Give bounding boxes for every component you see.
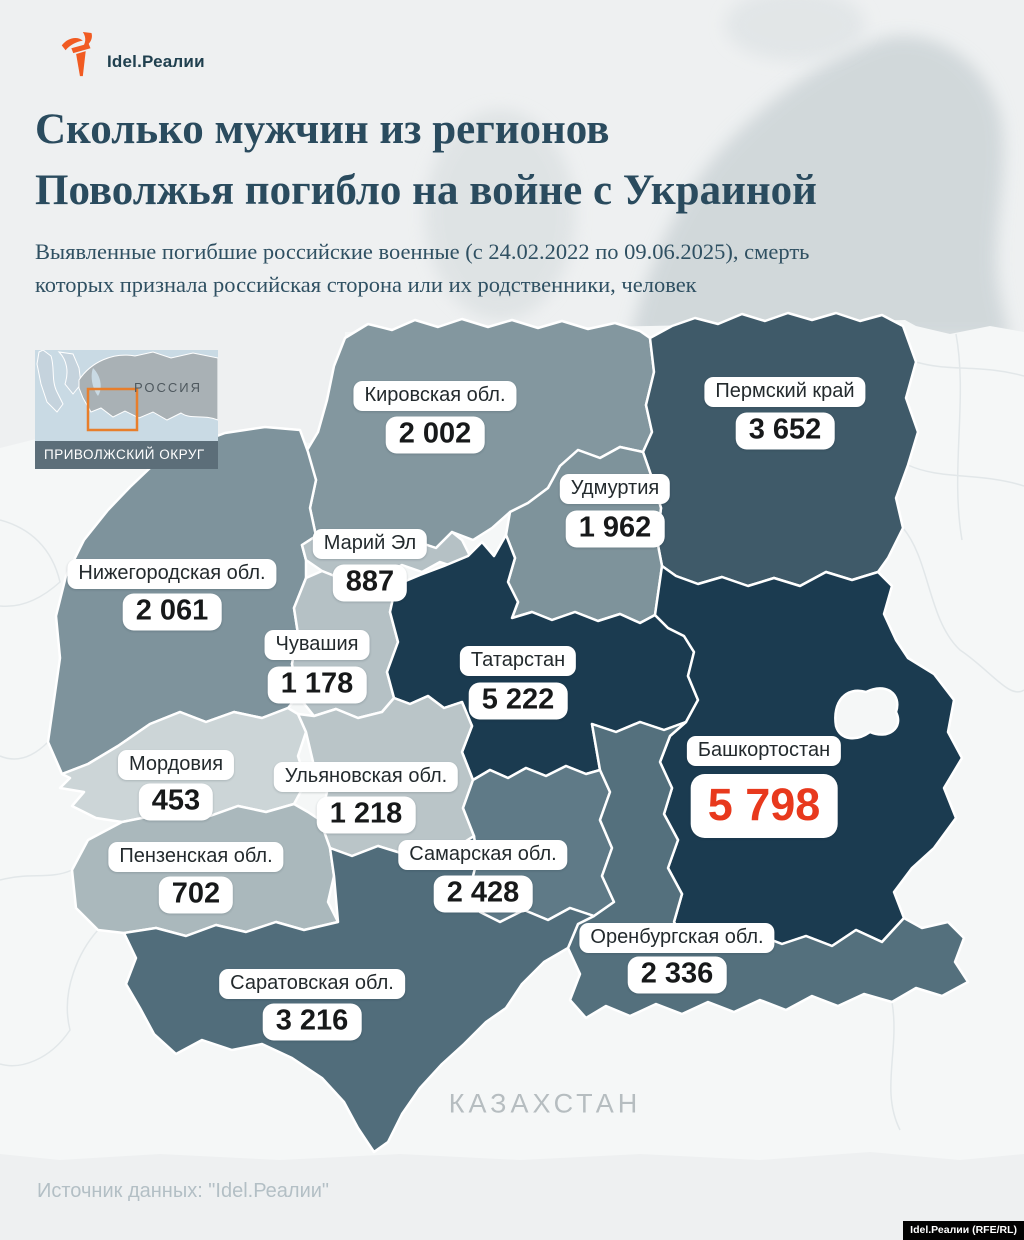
background-silhouettes xyxy=(425,0,1010,341)
region-name-label-orenburg: Оренбургская обл. xyxy=(579,923,775,953)
page-title: Сколько мужчин из регионов Поволжья поги… xyxy=(35,99,817,221)
region-value-label-perm: 3 652 xyxy=(735,412,835,450)
neighbor-enclave xyxy=(834,687,900,740)
kazakhstan-label: КАЗАХСТАН xyxy=(448,1088,642,1119)
region-value-label-ulyanov: 1 218 xyxy=(316,796,416,834)
region-value-label-samara: 2 428 xyxy=(433,875,533,913)
brand-logo: Idel.Реалии xyxy=(58,32,205,78)
region-name-label-penza: Пензенская обл. xyxy=(108,842,284,872)
inset-scandinavia xyxy=(36,350,82,413)
inset-district-label: ПРИВОЛЖСКИЙ ОКРУГ xyxy=(35,441,218,469)
inset-locator-map: РОССИЯ ПРИВОЛЖСКИЙ ОКРУГ xyxy=(35,350,218,469)
subtitle-line-1: Выявленные погибшие российские военные (… xyxy=(35,239,810,264)
region-value-label-nizhny: 2 061 xyxy=(122,593,222,631)
region-value-label-mariel: 887 xyxy=(332,564,408,602)
inset-map-art xyxy=(35,350,218,441)
region-value-label-penza: 702 xyxy=(158,876,234,914)
source-note: Источник данных: "Idel.Реалии" xyxy=(37,1180,330,1202)
inset-country-label: РОССИЯ xyxy=(134,380,203,395)
inset-map-frame: РОССИЯ xyxy=(35,350,218,441)
subtitle-line-2: которых признала российская сторона или … xyxy=(35,272,697,297)
region-value-label-bashkor: 5 798 xyxy=(690,774,838,838)
title-line-2: Поволжья погибло на войне с Украиной xyxy=(35,167,817,214)
region-name-label-tatar: Татарстан xyxy=(459,646,577,676)
inset-russia-land xyxy=(78,351,218,421)
region-name-label-mordov: Мордовия xyxy=(117,750,235,780)
region-shape-permsky xyxy=(641,311,920,588)
region-name-label-perm: Пермский край xyxy=(704,377,866,407)
credit-badge: Idel.Реалии (RFE/RL) xyxy=(903,1221,1024,1240)
title-line-1: Сколько мужчин из регионов xyxy=(35,106,610,153)
region-value-label-chuvash: 1 178 xyxy=(267,666,367,704)
faint-borders xyxy=(0,333,1024,1131)
region-name-label-kirov: Кировская обл. xyxy=(353,381,517,411)
inset-highlight-rect xyxy=(86,387,139,432)
region-value-label-kirov: 2 002 xyxy=(385,416,485,454)
region-value-label-udmurt: 1 962 xyxy=(565,510,665,548)
region-value-label-orenburg: 2 336 xyxy=(627,956,727,994)
region-name-label-samara: Самарская обл. xyxy=(398,840,568,870)
brand-name: Idel.Реалии xyxy=(107,52,205,71)
region-name-label-bashkor: Башкортостан xyxy=(686,736,842,766)
region-name-label-ulyanov: Ульяновская обл. xyxy=(273,762,459,792)
page-subtitle: Выявленные погибшие российские военные (… xyxy=(35,235,809,301)
region-name-label-udmurt: Удмуртия xyxy=(559,474,671,504)
region-name-label-chuvash: Чувашия xyxy=(264,630,370,660)
torch-icon xyxy=(61,32,92,77)
region-name-label-saratov: Саратовская обл. xyxy=(219,969,405,999)
region-name-label-mariel: Марий Эл xyxy=(312,529,428,559)
region-value-label-tatar: 5 222 xyxy=(468,682,568,720)
region-value-label-mordov: 453 xyxy=(138,783,214,821)
region-name-label-nizhny: Нижегородская обл. xyxy=(67,559,277,589)
region-value-label-saratov: 3 216 xyxy=(262,1003,362,1041)
